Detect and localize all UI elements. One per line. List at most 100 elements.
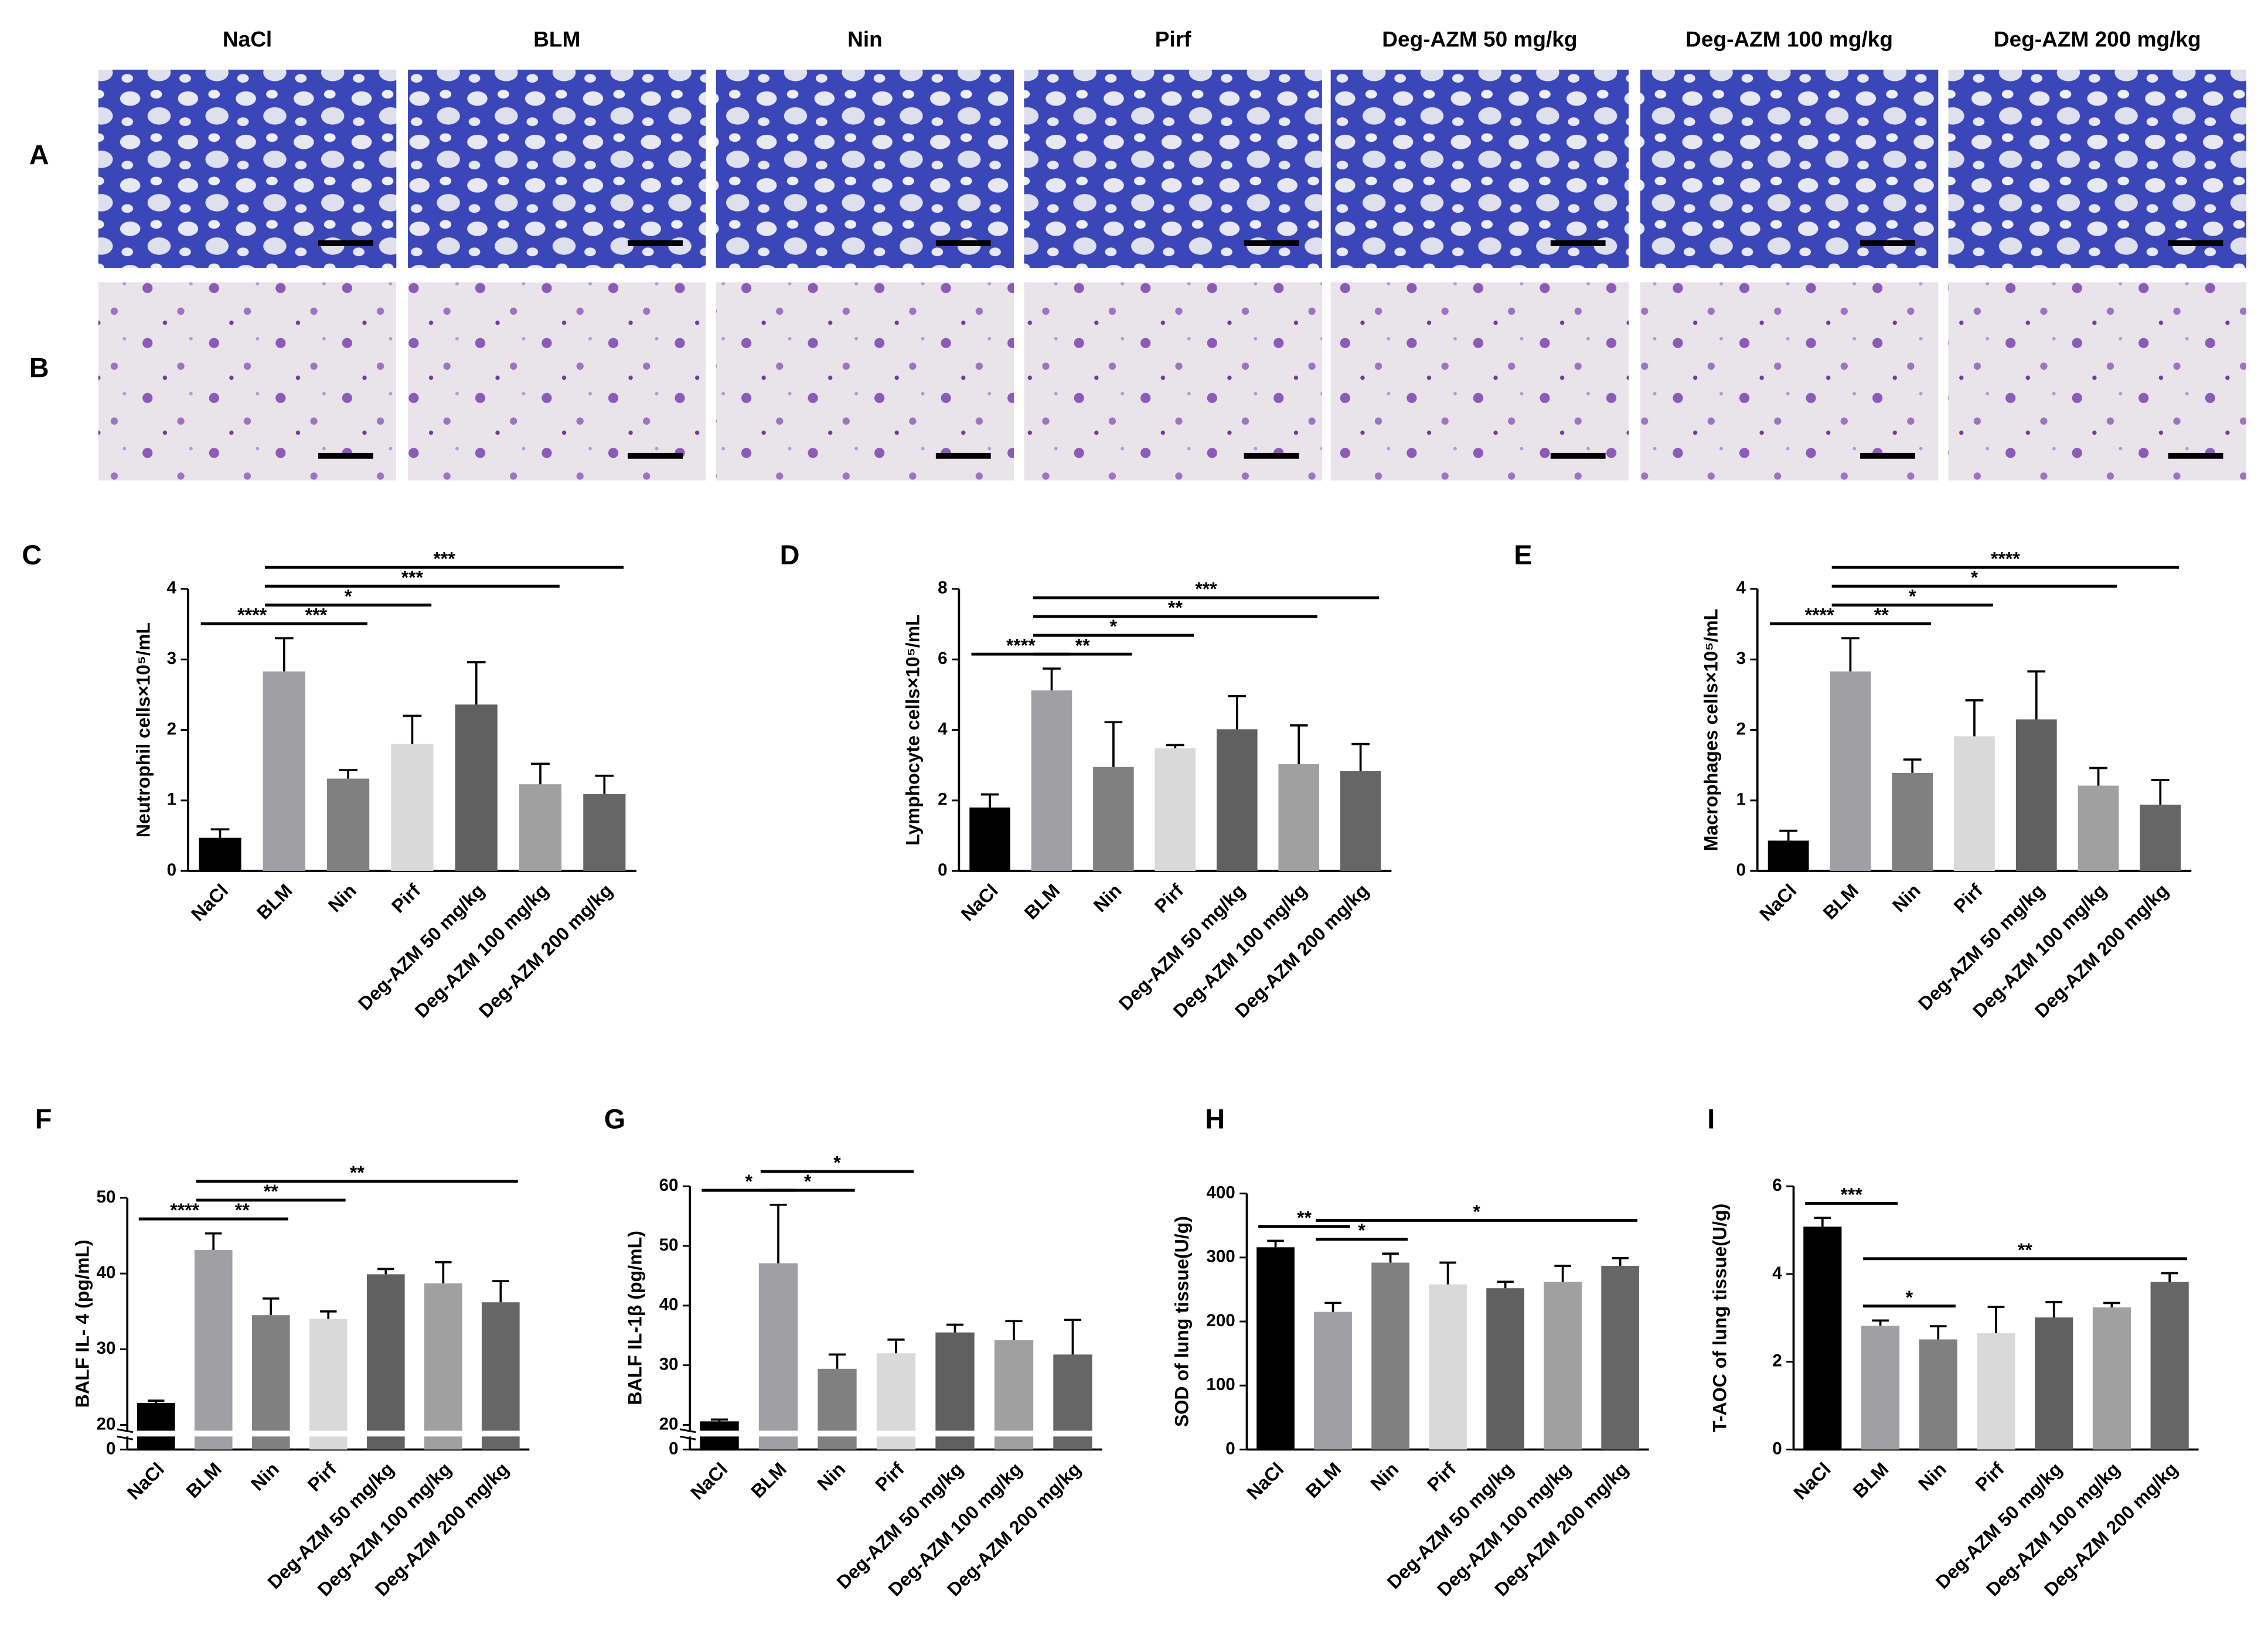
bar [251, 1315, 290, 1450]
scale-bar [1550, 240, 1606, 246]
scale-bar [935, 452, 991, 459]
significance-label: ** [1168, 597, 1183, 618]
column-header: Nin [847, 26, 883, 51]
bar [1031, 690, 1072, 871]
error-bar [1814, 1217, 1831, 1227]
error-bar [1929, 1325, 1947, 1340]
y-tick-label: 200 [1206, 1311, 1235, 1330]
y-tick-label: 40 [97, 1263, 116, 1282]
error-bar [466, 661, 486, 705]
bar [1892, 772, 1933, 871]
bar [199, 837, 241, 871]
significance-label: **** [237, 605, 267, 626]
bar [2078, 785, 2119, 871]
y-tick-label: 4 [167, 578, 177, 598]
y-tick-label: 30 [97, 1339, 116, 1358]
y-axis-label: Lymphocyte cells×10⁵/mL [902, 614, 923, 846]
micrograph [716, 282, 1014, 481]
error-bar [1872, 1319, 1889, 1326]
bar [1216, 729, 1258, 871]
micrograph [1948, 282, 2246, 481]
x-tick-label: Pirf [1971, 1458, 2008, 1495]
significance-label: *** [1195, 578, 1217, 600]
break-mark [679, 1435, 696, 1440]
significance-label: * [1110, 616, 1118, 637]
error-bar [1064, 1319, 1082, 1355]
scale-bar [1244, 240, 1299, 246]
y-tick-label: 50 [659, 1235, 679, 1255]
scale-bar [1244, 452, 1299, 459]
x-tick-label: Pirf [304, 1458, 340, 1495]
x-tick-label: Pirf [387, 880, 424, 917]
y-tick-label: 300 [1206, 1247, 1235, 1266]
y-tick-label: 0 [106, 1439, 115, 1458]
scale-bar [1860, 240, 1915, 246]
error-bar [320, 1310, 337, 1319]
row-label: A [29, 140, 49, 171]
break-mark [679, 1428, 696, 1433]
x-tick-label: Nin [324, 880, 360, 916]
x-tick-label: Pirf [1950, 880, 1987, 917]
x-tick-label: NaCl [957, 880, 1002, 925]
bar [1486, 1288, 1524, 1450]
bar [935, 1332, 975, 1450]
bar [455, 704, 498, 871]
panel-label: G [604, 1104, 625, 1135]
panel-label: E [1514, 540, 1532, 570]
error-bar [435, 1261, 452, 1283]
micrograph [1330, 282, 1629, 481]
y-tick-label: 400 [1206, 1183, 1235, 1202]
error-bar [2045, 1301, 2063, 1318]
bar [1340, 771, 1381, 871]
column-header: Deg-AZM 200 mg/kg [1994, 26, 2201, 51]
y-tick-label: 0 [669, 1439, 678, 1458]
y-axis-label: BALF IL-1β (pg/mL) [624, 1231, 645, 1405]
scale-bar [2168, 452, 2223, 459]
bar [1977, 1333, 2015, 1450]
significance-label: ** [264, 1181, 278, 1202]
y-axis-label: SOD of lung tissue(U/g) [1171, 1216, 1192, 1427]
x-tick-label: Deg-AZM 50 mg/kg [354, 880, 489, 1014]
axis-break [680, 1431, 1102, 1437]
y-tick-label: 1 [1736, 790, 1746, 809]
break-mark [117, 1435, 134, 1440]
axis-break [117, 1431, 530, 1437]
error-bar [1439, 1261, 1456, 1285]
y-tick-label: 20 [659, 1414, 679, 1433]
y-tick-label: 2 [938, 790, 947, 809]
bar [327, 778, 370, 871]
x-tick-label: NaCl [123, 1459, 168, 1504]
break-mark [117, 1428, 134, 1433]
bar [519, 784, 562, 871]
bar [2092, 1307, 2131, 1450]
significance-label: **** [1991, 548, 2020, 569]
bar [366, 1274, 405, 1450]
significance-label: *** [433, 548, 455, 569]
significance-label: ** [235, 1200, 250, 1221]
significance-label: * [1358, 1220, 1365, 1241]
y-tick-label: 2 [167, 719, 176, 738]
y-tick-label: 20 [97, 1414, 116, 1433]
y-tick-label: 50 [97, 1187, 116, 1207]
x-tick-label: Pirf [1150, 880, 1187, 917]
bar [424, 1283, 462, 1450]
micrograph [716, 69, 1014, 268]
error-bar [2151, 779, 2170, 805]
panel-label: I [1707, 1104, 1715, 1135]
column-header: Deg-AZM 50 mg/kg [1382, 26, 1577, 51]
x-tick-label: Pirf [871, 1458, 908, 1495]
y-tick-label: 0 [1736, 860, 1746, 880]
significance-label: * [804, 1171, 812, 1192]
error-bar [1612, 1257, 1629, 1266]
x-tick-label: BLM [1302, 1459, 1346, 1503]
significance-label: * [345, 585, 352, 607]
column-header: BLM [533, 26, 580, 51]
bar [2035, 1317, 2073, 1450]
error-bar [946, 1323, 964, 1333]
bar [137, 1403, 175, 1450]
error-bar [1104, 721, 1123, 767]
bar [1093, 767, 1134, 871]
y-tick-label: 6 [938, 649, 947, 668]
bar [481, 1302, 520, 1450]
micrograph [1640, 282, 1939, 481]
